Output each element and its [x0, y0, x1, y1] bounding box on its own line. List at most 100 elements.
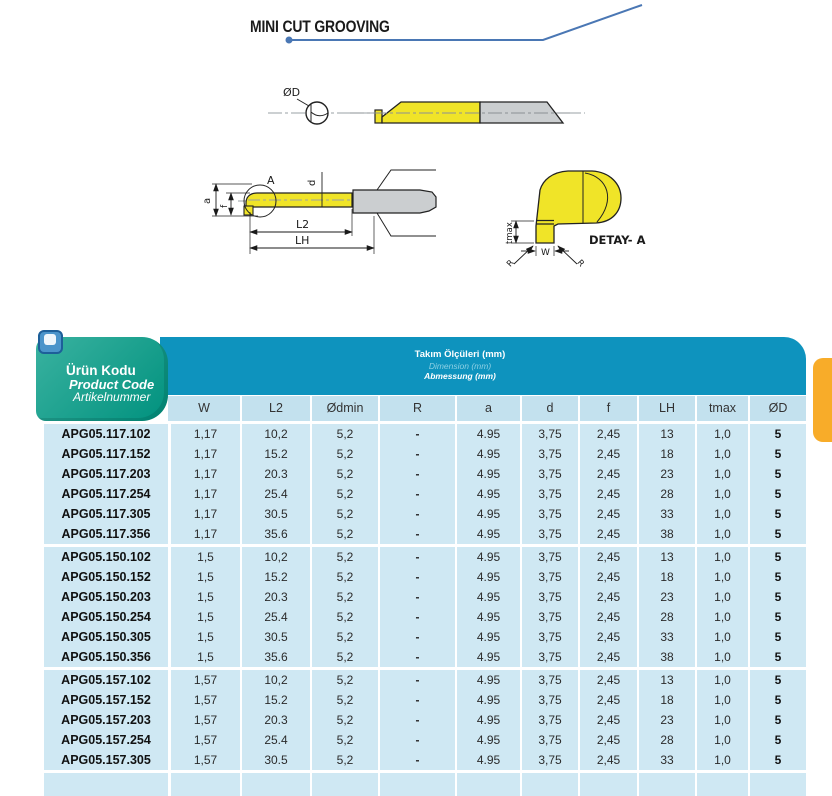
- dim-a-label: a: [202, 198, 213, 204]
- value-cell-tmax: 1,0: [695, 730, 748, 750]
- value-cell-tmax: 1,0: [695, 424, 748, 444]
- product-code-cell: APG05.117.203: [61, 467, 151, 481]
- column-header-R: R: [378, 396, 455, 421]
- value-cell-Ødmin: 5,2: [310, 670, 378, 690]
- value-cell-LH: 23: [637, 710, 695, 730]
- value-cell-ØD: 5: [748, 567, 806, 587]
- tool-side-profile-view: ØD: [268, 86, 585, 125]
- value-cell-d: 3,75: [520, 587, 578, 607]
- product-code-cell: APG05.150.356: [61, 650, 151, 664]
- value-cell-f: 2,45: [578, 607, 637, 627]
- value-cell-L2: 25.4: [240, 607, 310, 627]
- dim-w-label: W: [541, 248, 550, 258]
- value-cell-W: 1,5: [168, 587, 240, 607]
- value-cell-LH: 23: [637, 587, 695, 607]
- value-cell-a: 4.95: [455, 464, 520, 484]
- product-code-cell: APG05.150.102: [61, 550, 151, 564]
- value-cell-L2: 20.3: [240, 587, 310, 607]
- value-cell-f: 2,45: [578, 627, 637, 647]
- table-row: APG05.117.203 1,17 20.3 5,2-4.95 3,75 2,45 23 1…: [44, 464, 806, 484]
- dim-lh-label: LH: [295, 234, 309, 247]
- value-cell-d: 3,75: [520, 547, 578, 567]
- value-cell-ØD: 5: [748, 670, 806, 690]
- detail-a-view: tmax W R R DETAY- A: [505, 170, 646, 269]
- value-cell-ØD: 5: [748, 627, 806, 647]
- table-row: APG05.150.203 1,5 20.3 5,2-4.95 3,75 2,45 23 1,…: [44, 587, 806, 607]
- value-cell-W: 1,5: [168, 627, 240, 647]
- product-code-cell: APG05.150.152: [61, 570, 151, 584]
- row-group: APG05.117.102 1,17 10,2 5,2-4.95 3,75 2,45 13 1…: [44, 424, 806, 544]
- value-cell-R: -: [378, 504, 455, 524]
- value-cell-a: 4.95: [455, 567, 520, 587]
- value-cell-R: -: [378, 730, 455, 750]
- product-code-cell: APG05.117.254: [61, 487, 151, 501]
- value-cell-R: -: [378, 464, 455, 484]
- value-cell-L2: 30.5: [240, 750, 310, 770]
- table-row: APG05.117.152 1,17 15.2 5,2-4.95 3,75 2,45 18 1…: [44, 444, 806, 464]
- cutting-tip: [374, 109, 383, 124]
- value-cell-d: 3,75: [520, 607, 578, 627]
- value-cell-a: 4.95: [455, 524, 520, 544]
- value-cell-Ødmin: 5,2: [310, 424, 378, 444]
- table-row: APG05.150.356 1,5 35.6 5,2-4.95 3,75 2,45 38 1,…: [44, 647, 806, 667]
- product-code-cell: APG05.117.152: [61, 447, 151, 461]
- value-cell-a: 4.95: [455, 730, 520, 750]
- value-cell-LH: 13: [637, 424, 695, 444]
- value-cell-d: 3,75: [520, 444, 578, 464]
- value-cell-tmax: 1,0: [695, 750, 748, 770]
- detail-marker-label: A: [267, 174, 275, 187]
- value-cell-d: 3,75: [520, 424, 578, 444]
- value-cell-d: 3,75: [520, 690, 578, 710]
- value-cell-R: -: [378, 750, 455, 770]
- value-cell-R: -: [378, 710, 455, 730]
- value-cell-tmax: 1,0: [695, 607, 748, 627]
- table-row: APG05.117.356 1,17 35.6 5,2-4.95 3,75 2,45 38 1…: [44, 524, 806, 544]
- empty-cell: [520, 773, 578, 796]
- detail-insert-yellow: [535, 170, 622, 244]
- value-cell-f: 2,45: [578, 647, 637, 667]
- value-cell-a: 4.95: [455, 547, 520, 567]
- value-cell-a: 4.95: [455, 750, 520, 770]
- value-cell-R: -: [378, 627, 455, 647]
- value-cell-ØD: 5: [748, 607, 806, 627]
- value-cell-W: 1,17: [168, 464, 240, 484]
- value-cell-d: 3,75: [520, 670, 578, 690]
- dimension-header-tr: Takım Ölçüleri (mm): [414, 349, 506, 361]
- value-cell-ØD: 5: [748, 504, 806, 524]
- product-code-header-de: Artikelnummer: [73, 390, 151, 404]
- value-cell-ØD: 5: [748, 710, 806, 730]
- product-code-cell: APG05.157.305: [61, 753, 151, 767]
- value-cell-L2: 30.5: [240, 504, 310, 524]
- value-cell-f: 2,45: [578, 484, 637, 504]
- value-cell-ØD: 5: [748, 464, 806, 484]
- value-cell-tmax: 1,0: [695, 504, 748, 524]
- value-cell-L2: 10,2: [240, 547, 310, 567]
- value-cell-L2: 10,2: [240, 670, 310, 690]
- dim-tmax-label: tmax: [505, 222, 515, 244]
- od-label: ØD: [283, 86, 300, 99]
- value-cell-ØD: 5: [748, 750, 806, 770]
- empty-cell: [240, 773, 310, 796]
- empty-cell: [637, 773, 695, 796]
- value-cell-Ødmin: 5,2: [310, 524, 378, 544]
- title-underline-line: [285, 4, 643, 44]
- bookmark-icon[interactable]: [38, 330, 63, 354]
- dim-f-label: f: [220, 204, 230, 208]
- empty-cell: [378, 773, 455, 796]
- value-cell-d: 3,75: [520, 484, 578, 504]
- value-cell-f: 2,45: [578, 690, 637, 710]
- value-cell-f: 2,45: [578, 567, 637, 587]
- value-cell-W: 1,5: [168, 607, 240, 627]
- value-cell-tmax: 1,0: [695, 647, 748, 667]
- table-row: APG05.157.254 1,57 25.4 5,2-4.95 3,75 2,45 28 1…: [44, 730, 806, 750]
- value-cell-L2: 20.3: [240, 464, 310, 484]
- value-cell-d: 3,75: [520, 464, 578, 484]
- section-side-tab[interactable]: [813, 358, 832, 442]
- value-cell-ØD: 5: [748, 730, 806, 750]
- value-cell-R: -: [378, 587, 455, 607]
- table-row: APG05.117.254 1,17 25.4 5,2-4.95 3,75 2,45 28 1…: [44, 484, 806, 504]
- product-code-cell: APG05.150.254: [61, 610, 151, 624]
- value-cell-W: 1,17: [168, 424, 240, 444]
- value-cell-f: 2,45: [578, 750, 637, 770]
- product-code-cell: APG05.117.102: [61, 427, 151, 441]
